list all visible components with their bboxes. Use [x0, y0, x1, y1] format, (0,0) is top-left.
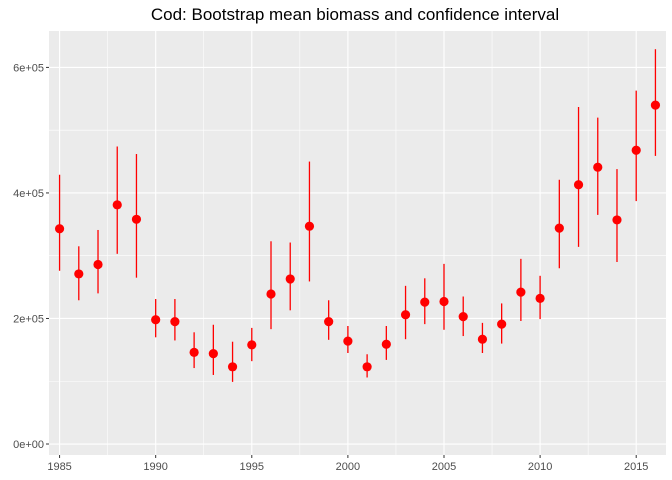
x-tick-label: 1995	[240, 461, 264, 473]
data-point	[631, 145, 641, 155]
data-point	[247, 340, 257, 350]
data-point	[439, 296, 449, 307]
data-point	[477, 334, 488, 344]
y-tick-label: 2e+05	[13, 313, 44, 325]
data-point	[573, 180, 584, 190]
data-point	[54, 224, 65, 234]
x-tick-label: 1990	[143, 461, 167, 473]
data-point	[650, 100, 661, 110]
data-point	[324, 317, 334, 327]
y-tick-label: 4e+05	[13, 188, 44, 200]
data-point	[420, 297, 430, 307]
data-point	[497, 319, 507, 329]
data-point	[93, 259, 103, 270]
data-point	[208, 349, 218, 359]
x-axis: 1985 1990 1995 2000 2005 2010 2015	[47, 455, 648, 473]
data-point	[266, 289, 276, 299]
x-tick-label: 2005	[432, 461, 456, 473]
x-tick-label: 2010	[528, 461, 552, 473]
plot-panel	[49, 31, 666, 455]
data-point	[554, 223, 564, 233]
y-tick-label: 0e+00	[13, 439, 44, 451]
data-point	[612, 215, 622, 225]
data-points	[54, 100, 661, 372]
grid-major	[49, 31, 666, 455]
data-point	[170, 317, 180, 327]
data-point	[227, 362, 238, 372]
data-point	[285, 274, 295, 284]
data-point	[458, 311, 468, 322]
data-point	[151, 315, 161, 325]
data-point	[516, 287, 526, 297]
data-point	[381, 339, 391, 349]
data-point	[74, 269, 84, 279]
x-tick-label: 1985	[47, 461, 71, 473]
data-point	[535, 293, 545, 303]
x-tick-label: 2000	[336, 461, 360, 473]
data-point	[189, 347, 199, 357]
grid-minor	[49, 31, 666, 455]
data-point	[593, 162, 603, 172]
data-point	[112, 200, 122, 210]
data-point	[304, 221, 315, 231]
y-axis: 0e+00 2e+05 4e+05 6e+05	[13, 62, 49, 451]
data-point	[362, 362, 372, 372]
data-point	[131, 214, 142, 224]
chart-title: Cod: Bootstrap mean biomass and confiden…	[151, 5, 559, 24]
x-tick-label: 2015	[624, 461, 648, 473]
data-point	[400, 310, 411, 320]
y-tick-label: 6e+05	[13, 62, 44, 74]
data-point	[343, 336, 353, 346]
